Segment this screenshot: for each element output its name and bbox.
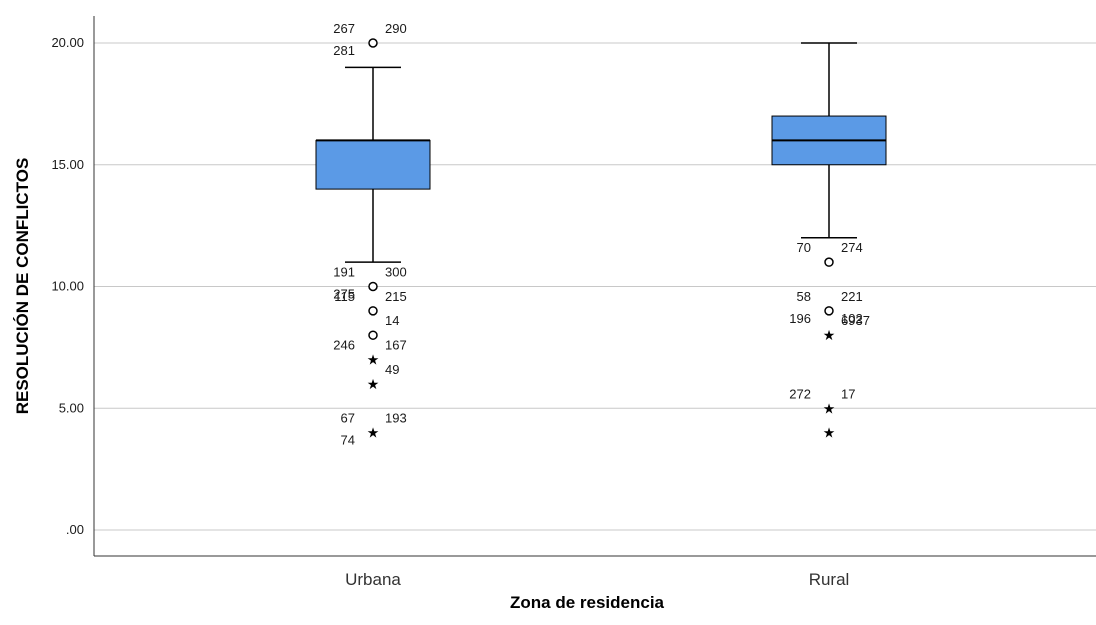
outlier-case-label: 74: [341, 433, 355, 448]
outlier-case-label: 275: [333, 287, 355, 302]
outlier-case-label: 102: [841, 311, 863, 326]
outlier-case-label: 267: [333, 21, 355, 36]
y-tick-label: 5.00: [59, 400, 84, 415]
box-group-rural: 274 70 221 58 196 102 ★ 6937 ★ 17 272 ★: [771, 42, 887, 442]
grid-lines: [94, 42, 1096, 531]
outlier-case-label: 167: [385, 338, 407, 353]
outlier-marker: [824, 257, 834, 267]
outlier-case-label: 6937: [841, 313, 870, 328]
outlier-case-label: 191: [333, 265, 355, 280]
x-axis-title: Zona de residencia: [510, 593, 665, 612]
outlier-case-label: 196: [789, 311, 811, 326]
extreme-marker: ★: [367, 426, 380, 442]
y-tick-label: 10.00: [51, 279, 84, 294]
box-series: 290 267 281 300 191 275 215 115 14 ★ 167 246 ★ 49 ★ 193…: [315, 21, 887, 448]
outlier-marker: [368, 330, 378, 340]
extreme-marker: ★: [823, 328, 836, 344]
y-axis-tick-labels: .00 5.00 10.00 15.00 20.00: [51, 35, 84, 537]
extreme-marker: ★: [367, 377, 380, 393]
outlier-case-label: 246: [333, 338, 355, 353]
box-group-urbana: 290 267 281 300 191 275 215 115 14 ★ 167 246 ★ 49 ★ 193…: [315, 21, 431, 448]
extreme-marker: ★: [823, 401, 836, 417]
outlier-marker: [368, 281, 378, 292]
outlier-case-label: 58: [797, 289, 811, 304]
outlier-case-label: 17: [841, 386, 855, 401]
y-axis-title: RESOLUCIÓN DE CONFLICTOS: [13, 158, 32, 415]
outlier-case-label: 193: [385, 411, 407, 426]
x-category-label: Rural: [809, 570, 850, 589]
outlier-case-label: 272: [789, 386, 811, 401]
y-tick-label: .00: [66, 522, 84, 537]
outlier-case-label: 290: [385, 21, 407, 36]
outlier-case-label: 281: [333, 43, 355, 58]
outlier-case-label: 14: [385, 313, 399, 328]
y-tick-label: 20.00: [51, 35, 84, 50]
outlier-case-label: 221: [841, 289, 863, 304]
outlier-case-label: 115: [334, 289, 355, 304]
x-category-label: Urbana: [345, 570, 401, 589]
outlier-case-label: 70: [797, 240, 811, 255]
extreme-marker: ★: [367, 353, 380, 369]
outlier-case-label: 215: [385, 289, 407, 304]
y-tick-label: 15.00: [51, 157, 84, 172]
outlier-case-label: 300: [385, 265, 407, 280]
outlier-case-label: 67: [341, 411, 355, 426]
outlier-marker: [368, 38, 378, 48]
extreme-marker: ★: [823, 426, 836, 442]
outlier-case-label: 49: [385, 362, 399, 377]
box-iqr: [315, 139, 431, 190]
outlier-marker: [368, 306, 378, 316]
outlier-marker: [824, 306, 834, 316]
x-axis-category-labels: Urbana Rural: [345, 570, 849, 589]
outlier-case-label: 274: [841, 240, 863, 255]
